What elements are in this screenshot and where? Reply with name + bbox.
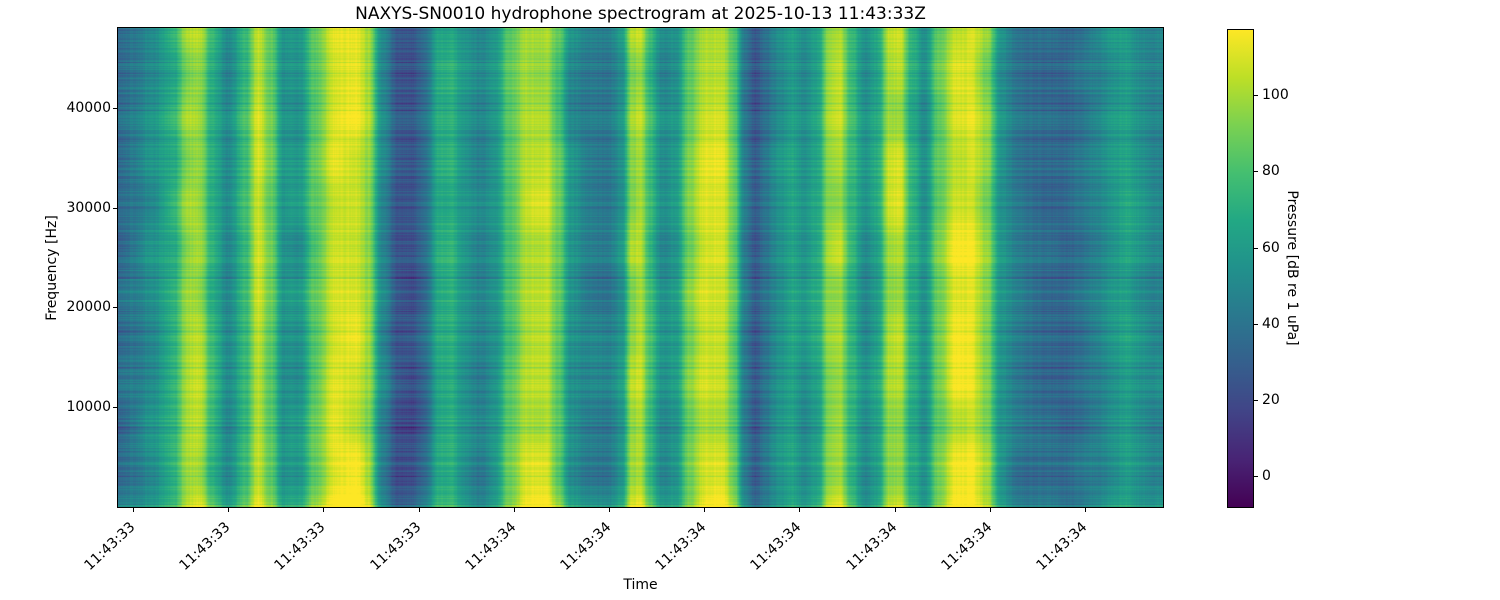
x-tick-label: 11:43:34 [843,519,901,574]
x-tick-mark [228,508,229,512]
x-tick-mark [895,508,896,512]
colorbar-tick-mark [1254,476,1258,477]
x-tick-mark [609,508,610,512]
colorbar-tick-mark [1254,324,1258,325]
x-tick-mark [799,508,800,512]
x-tick-mark [419,508,420,512]
colorbar-tick-mark [1254,248,1258,249]
x-tick-mark [1085,508,1086,512]
x-tick-mark [323,508,324,512]
x-tick-label: 11:43:34 [652,519,710,574]
colorbar-tick-mark [1254,95,1258,96]
y-tick-label: 40000 [66,100,111,116]
y-tick-mark [113,208,117,209]
colorbar-tick-label: 40 [1262,316,1280,332]
chart-title: NAXYS-SN0010 hydrophone spectrogram at 2… [355,4,926,24]
x-tick-label: 11:43:34 [747,519,805,574]
y-tick-mark [113,407,117,408]
colorbar-tick-label: 60 [1262,240,1280,256]
x-axis-label: Time [623,577,658,593]
y-tick-label: 30000 [66,200,111,216]
x-tick-mark [990,508,991,512]
plot-area [117,27,1164,508]
colorbar-tick-mark [1254,171,1258,172]
x-tick-label: 11:43:34 [938,519,996,574]
colorbar-tick-mark [1254,400,1258,401]
y-tick-label: 20000 [66,299,111,315]
x-tick-label: 11:43:33 [81,519,139,574]
x-tick-label: 11:43:33 [271,519,329,574]
y-tick-mark [113,307,117,308]
x-tick-mark [133,508,134,512]
y-tick-mark [113,108,117,109]
x-tick-label: 11:43:33 [176,519,234,574]
y-tick-label: 10000 [66,399,111,415]
x-tick-mark [704,508,705,512]
x-tick-label: 11:43:34 [1033,519,1091,574]
spectrogram-canvas [118,28,1163,507]
colorbar-label: Pressure [dB re 1 uPa] [1284,190,1300,346]
colorbar-tick-label: 20 [1262,392,1280,408]
colorbar-tick-label: 100 [1262,87,1289,103]
colorbar-tick-label: 0 [1262,468,1271,484]
colorbar-tick-label: 80 [1262,163,1280,179]
x-tick-mark [514,508,515,512]
x-tick-label: 11:43:34 [462,519,520,574]
colorbar-gradient [1228,30,1253,507]
x-tick-label: 11:43:33 [367,519,425,574]
y-axis-label: Frequency [Hz] [44,215,60,321]
x-tick-label: 11:43:34 [557,519,615,574]
colorbar [1227,29,1254,508]
